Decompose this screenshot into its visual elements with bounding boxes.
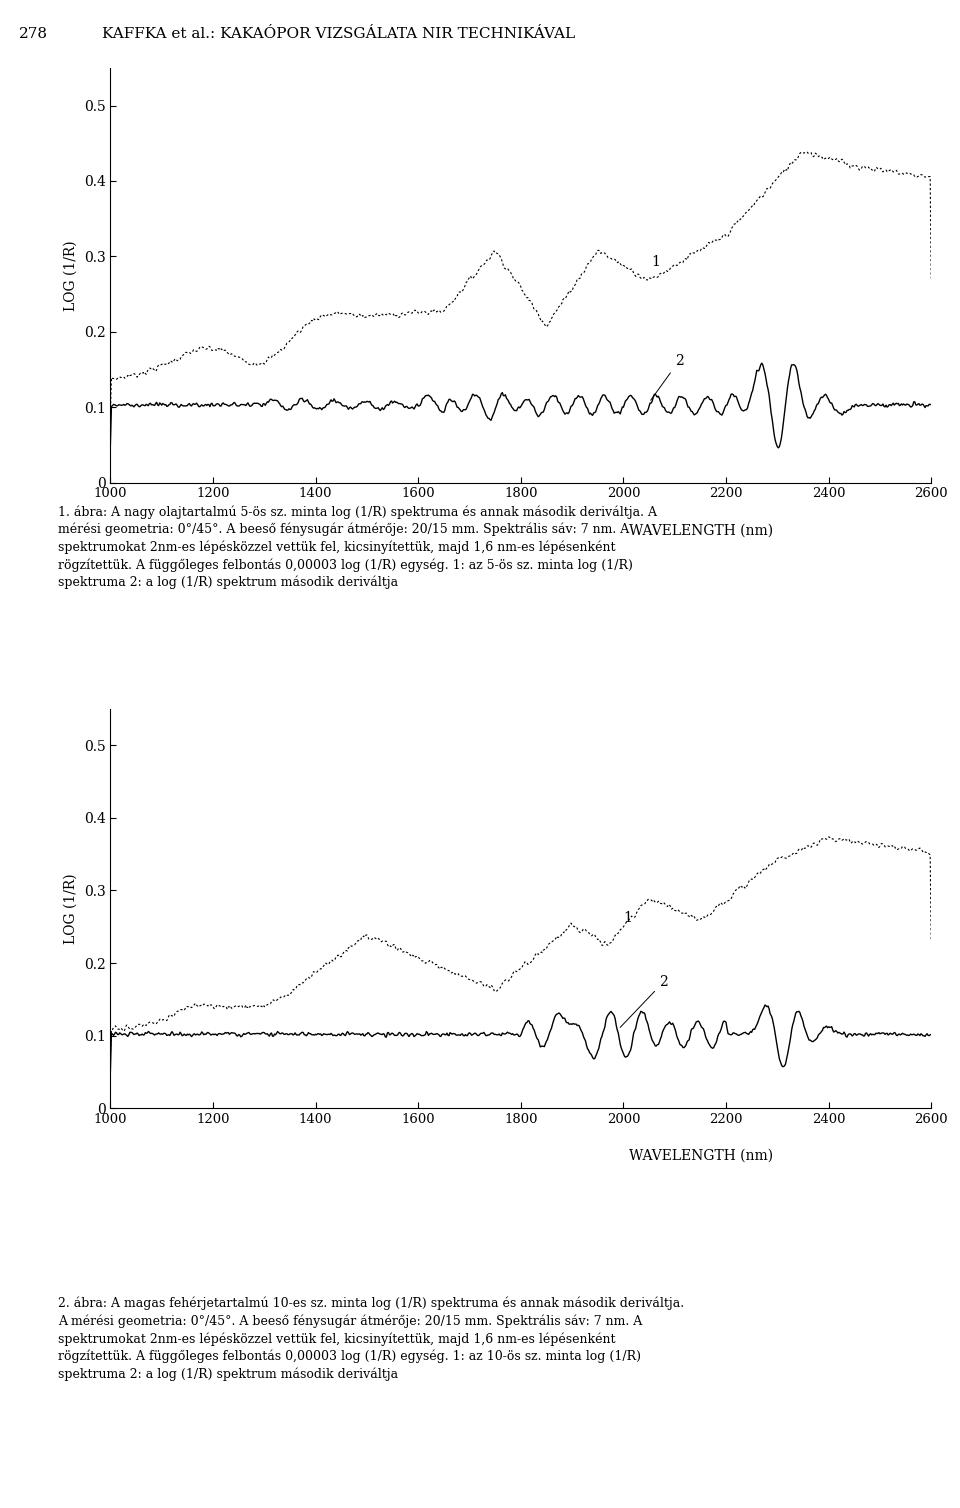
Text: 1: 1	[652, 255, 660, 270]
Text: 1. ábra: A nagy olajtartalmú 5-ös sz. minta log (1/R) spektruma és annak második: 1. ábra: A nagy olajtartalmú 5-ös sz. mi…	[58, 505, 657, 590]
Text: KAFFKA et al.: KAKAÓPOR VIZSGÁLATA NIR TECHNIKÁVAL: KAFFKA et al.: KAKAÓPOR VIZSGÁLATA NIR T…	[102, 27, 575, 41]
X-axis label: WAVELENGTH (nm): WAVELENGTH (nm)	[630, 525, 774, 538]
Text: 2: 2	[651, 354, 684, 400]
Y-axis label: LOG (1/R): LOG (1/R)	[64, 873, 78, 944]
Text: 278: 278	[19, 27, 48, 41]
Y-axis label: LOG (1/R): LOG (1/R)	[64, 240, 78, 311]
Text: 2. ábra: A magas fehérjetartalmú 10-es sz. minta log (1/R) spektruma és annak má: 2. ábra: A magas fehérjetartalmú 10-es s…	[58, 1297, 684, 1381]
X-axis label: WAVELENGTH (nm): WAVELENGTH (nm)	[630, 1149, 774, 1163]
Text: 2: 2	[620, 974, 668, 1027]
Text: 1: 1	[623, 911, 633, 926]
